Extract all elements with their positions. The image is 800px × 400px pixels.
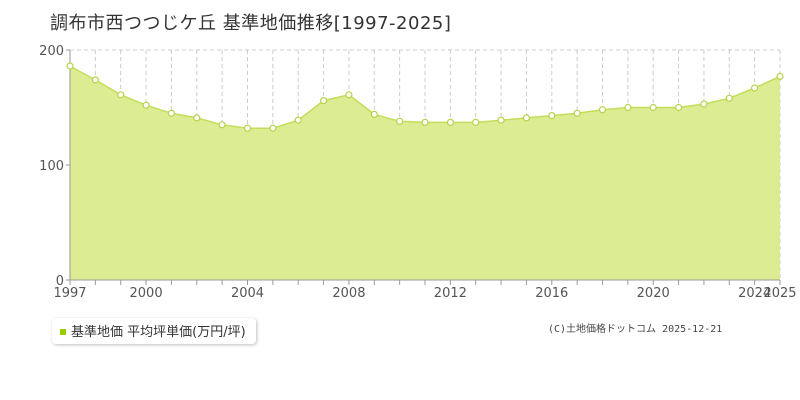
data-point-2016	[548, 111, 556, 120]
data-point-2019	[624, 103, 632, 112]
x-tick-label-2012: 2012	[434, 286, 467, 300]
credit-text: (C)土地価格ドットコム 2025-12-21	[548, 324, 723, 335]
data-point-2009	[370, 110, 378, 119]
legend-label: 基準地価 平均坪単価(万円/坪)	[71, 325, 246, 340]
data-point-1998	[91, 76, 100, 84]
data-point-2008	[345, 91, 353, 99]
data-point-2007	[320, 96, 328, 105]
data-point-2021	[674, 103, 683, 112]
series-area	[70, 66, 780, 280]
data-point-2018	[598, 106, 607, 114]
data-point-2017	[573, 109, 581, 117]
y-tick-labels: 0 100 200	[39, 44, 64, 289]
legend-swatch-icon	[60, 328, 66, 335]
y-tick-label-100: 100	[39, 159, 64, 174]
data-point-2011	[421, 118, 429, 127]
data-point-2012	[446, 118, 454, 127]
x-tick-label-2008: 2008	[332, 286, 365, 300]
data-point-2022	[700, 100, 708, 108]
data-point-2024	[750, 84, 759, 92]
x-tick-label-2000: 2000	[130, 286, 163, 300]
data-point-2006	[294, 116, 302, 124]
points-layer	[66, 62, 784, 132]
x-tick-label-2025: 2025	[763, 286, 796, 300]
x-tick-label-2024: 2024	[738, 286, 771, 300]
data-point-2020	[649, 103, 657, 112]
legend: 基準地価 平均坪単価(万円/坪)	[52, 318, 256, 344]
data-point-2005	[269, 124, 277, 132]
data-point-2004	[243, 124, 252, 132]
data-point-2000	[142, 101, 150, 109]
data-point-2015	[522, 114, 531, 122]
data-point-2001	[167, 109, 175, 117]
y-tick-label-200: 200	[39, 44, 64, 59]
data-point-2023	[725, 94, 733, 102]
data-point-2014	[497, 116, 505, 124]
y-tick-label-0: 0	[56, 274, 64, 289]
data-point-2010	[396, 117, 404, 125]
data-point-2002	[193, 114, 201, 122]
x-tick-label-2016: 2016	[535, 286, 568, 300]
x-tick-label-1997: 1997	[53, 286, 86, 300]
axis-layer	[66, 49, 781, 285]
x-tick-label-2004: 2004	[231, 286, 264, 300]
data-point-2025	[776, 72, 784, 81]
data-point-1999	[117, 91, 125, 99]
data-point-1997	[66, 62, 74, 70]
x-tick-label-2020: 2020	[637, 286, 670, 300]
data-point-2013	[472, 118, 480, 127]
data-point-2003	[218, 121, 226, 129]
page-title: 調布市西つつじケ丘 基準地価推移[1997-2025]	[50, 13, 452, 34]
